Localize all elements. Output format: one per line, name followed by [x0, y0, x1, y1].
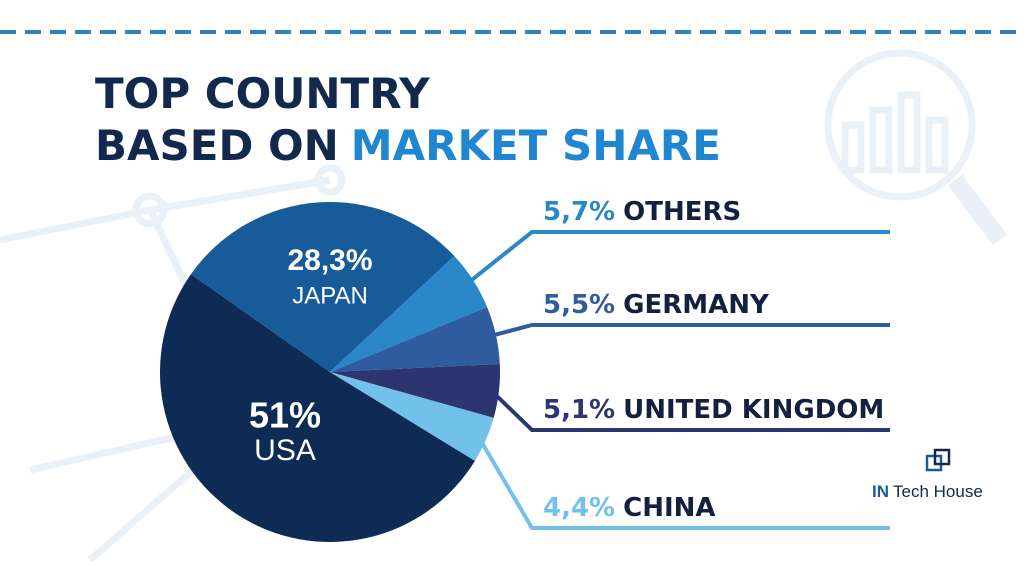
- pie-slice: [330, 363, 500, 418]
- slice-category-label: JAPAN: [292, 282, 368, 309]
- slice-value-label: 5,7%: [543, 197, 615, 227]
- brand-part: IN: [872, 482, 889, 501]
- leader-line: [476, 435, 890, 530]
- pie-slice: [190, 202, 455, 372]
- slice-category-label: OTHERS: [623, 197, 741, 227]
- pie-slice: [159, 274, 475, 543]
- leader-line: [487, 323, 890, 339]
- outside-label: 5,5% GERMANY: [543, 290, 770, 320]
- brand-logo: [925, 448, 951, 472]
- slice-category-label: UNITED KINGDOM: [623, 395, 884, 425]
- pie-slice: [330, 372, 494, 461]
- slice-category-label: USA: [254, 434, 316, 467]
- slice-value-label: 28,3%: [287, 244, 372, 277]
- outside-label: 4,4% CHINA: [543, 493, 716, 523]
- leader-line: [464, 230, 890, 286]
- outside-label: 5,7% OTHERS: [543, 197, 741, 227]
- slice-value-label: 4,4%: [543, 493, 615, 523]
- leader-line: [489, 388, 890, 432]
- slice-value-label: 5,1%: [543, 395, 615, 425]
- slice-value-label: 5,5%: [543, 290, 615, 320]
- title-part: BASED ON: [95, 121, 339, 170]
- title-line: TOP COUNTRY: [95, 69, 430, 118]
- outside-label: 5,1% UNITED KINGDOM: [543, 395, 884, 425]
- title-line: BASED ON MARKET SHARE: [95, 121, 721, 170]
- slice-value-label: 51%: [249, 395, 321, 436]
- title-highlight: MARKET SHARE: [351, 121, 721, 170]
- pie-slice: [330, 256, 488, 372]
- brand-name: IN Tech House: [872, 482, 983, 501]
- brand-part: Tech House: [893, 482, 983, 501]
- slice-category-label: GERMANY: [623, 290, 770, 320]
- slice-category-label: CHINA: [623, 493, 715, 523]
- pie-slice: [330, 306, 500, 372]
